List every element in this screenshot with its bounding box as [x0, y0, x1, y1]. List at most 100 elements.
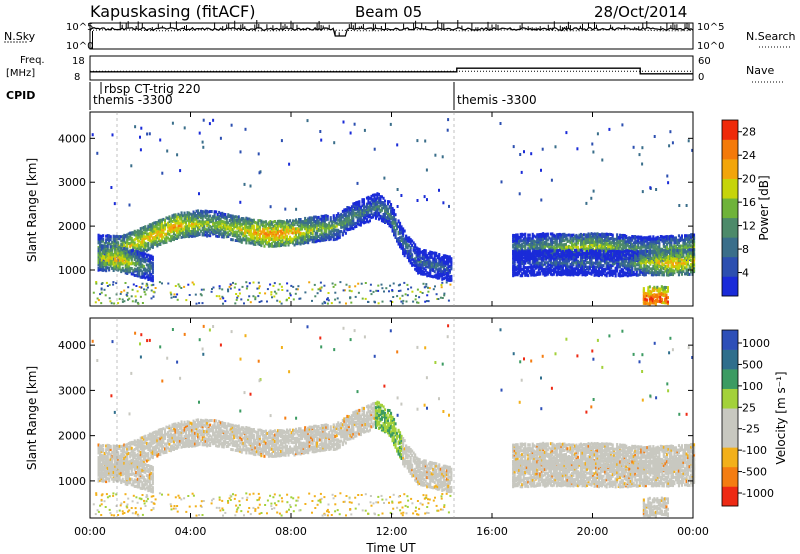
- power-cell: [370, 196, 373, 200]
- power-cell: [528, 257, 531, 261]
- power-cell: [148, 254, 151, 258]
- power-cell: [142, 226, 145, 229]
- nsky-tick-top: 10^5: [66, 22, 93, 33]
- power-cell: [154, 225, 157, 228]
- power-cell: [560, 257, 563, 261]
- power-cell: [534, 255, 537, 259]
- power-cell: [530, 254, 533, 258]
- power-cell: [162, 217, 165, 221]
- power-cell: [264, 220, 267, 224]
- power-cell: [566, 240, 569, 243]
- power-cell: [411, 253, 414, 257]
- power-cell: [589, 271, 592, 275]
- power-cell: [127, 254, 130, 258]
- power-cell: [646, 270, 649, 274]
- power-cell: [613, 254, 616, 258]
- power-cell: [598, 261, 601, 265]
- power-cell: [409, 254, 412, 258]
- power-cell: [233, 232, 236, 236]
- power-cell: [573, 242, 576, 246]
- power-cell: [295, 231, 298, 234]
- power-cell: [206, 209, 209, 213]
- power-cell: [524, 260, 527, 264]
- power-cell: [118, 265, 121, 269]
- power-cell: [391, 216, 394, 220]
- power-cell: [554, 243, 557, 247]
- power-cell: [358, 210, 361, 213]
- power-cell: [380, 219, 383, 223]
- power-cell: [551, 261, 554, 265]
- power-cell: [299, 233, 302, 237]
- power-cell: [314, 221, 317, 225]
- power-cell: [141, 253, 144, 257]
- power-cell: [147, 269, 150, 273]
- power-cell: [99, 255, 102, 259]
- power-cell: [126, 250, 129, 254]
- power-cell: [367, 198, 370, 202]
- power-cell: [393, 213, 396, 217]
- power-cell: [602, 267, 605, 271]
- power-cell: [620, 263, 623, 267]
- power-cell: [231, 216, 234, 220]
- power-cell: [185, 222, 188, 226]
- power-cell: [222, 214, 225, 218]
- power-cell: [668, 243, 671, 247]
- power-cell: [581, 253, 584, 256]
- power-cell: [610, 241, 613, 245]
- power-cell: [186, 229, 189, 233]
- power-cell: [100, 247, 103, 251]
- power-cell: [365, 196, 368, 200]
- power-cell: [551, 249, 554, 253]
- power-cell: [584, 271, 587, 275]
- power-cell: [396, 239, 399, 243]
- power-cell: [121, 248, 124, 252]
- power-cell: [638, 273, 641, 276]
- power-cell: [548, 249, 551, 253]
- power-cell: [178, 215, 181, 219]
- power-cell: [166, 236, 169, 240]
- power-cell: [670, 238, 673, 242]
- power-cell: [658, 237, 661, 240]
- power-cell: [533, 271, 536, 275]
- power-cell: [132, 269, 135, 273]
- power-cell: [631, 265, 634, 269]
- power-cell: [160, 228, 163, 232]
- power-cell: [338, 235, 341, 239]
- power-cell: [390, 215, 393, 219]
- power-cell: [368, 213, 371, 217]
- power-cell: [584, 273, 587, 277]
- power-cell: [337, 233, 340, 236]
- power-cell: [254, 232, 257, 236]
- power-cell: [592, 268, 595, 272]
- power-cell: [172, 215, 175, 219]
- power-cell: [439, 267, 442, 271]
- power-cell: [186, 234, 189, 238]
- power-cell: [688, 237, 691, 241]
- power-cell: [399, 236, 402, 240]
- power-cell: [301, 235, 304, 239]
- power-cell: [169, 229, 172, 233]
- power-cell: [539, 243, 542, 247]
- power-cell: [444, 270, 447, 274]
- power-cell: [589, 265, 592, 269]
- power-cell: [445, 272, 448, 275]
- power-cell: [115, 252, 118, 256]
- power-cell: [558, 267, 561, 271]
- power-cell: [320, 238, 323, 242]
- power-cell: [269, 243, 272, 246]
- power-cell: [572, 250, 575, 254]
- power-cell: [537, 254, 540, 258]
- power-cell: [421, 260, 424, 264]
- power-cell: [527, 261, 530, 265]
- power-cell: [305, 238, 308, 242]
- power-cell: [332, 238, 335, 242]
- power-cell: [388, 224, 391, 228]
- power-cell: [586, 241, 589, 245]
- power-cell: [537, 235, 540, 239]
- power-cell: [640, 240, 643, 244]
- nsky-panel: 10^5 10^0 N.Sky 10^5 10^0 N.Search: [4, 20, 796, 52]
- power-cell: [632, 256, 635, 260]
- power-cell: [679, 236, 682, 240]
- power-cell: [278, 222, 281, 226]
- power-cell: [536, 273, 539, 276]
